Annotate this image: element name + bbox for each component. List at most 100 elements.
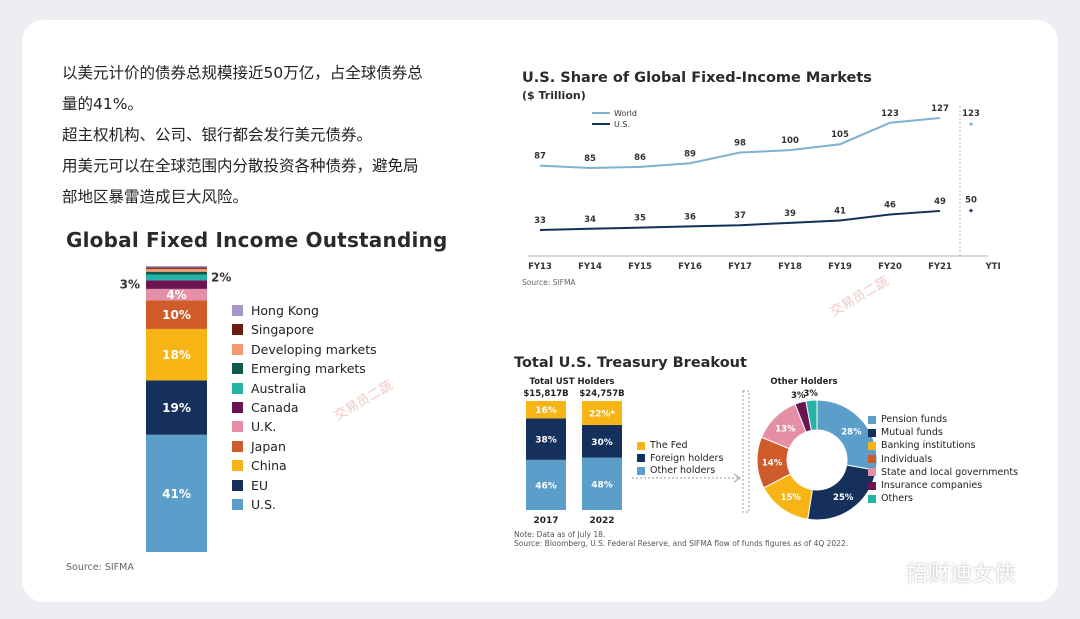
ust-label-other-holders-2022: 48% [591,480,613,490]
data-label-u-s-fy16: 36 [684,212,696,222]
legend-label: Hong Kong [251,303,319,318]
legend-swatch [232,363,243,375]
legend-label: State and local governments [881,466,1019,478]
data-label-u-s-fy14: 34 [584,215,596,225]
slice-label-state-and-local-governments: 13% [775,424,796,434]
legend-item-mutual-funds: Mutual funds [868,427,943,438]
intro-text: 以美元计价的债券总规模接近50万亿，占全球债券总 量的41%。 超主权机构、公司… [62,58,482,213]
legend-item-pension-funds: Pension funds [868,414,947,425]
note-line: Source: Bloomberg, U.S. Federal Reserve,… [514,539,849,548]
bar-segment-singapore [146,267,207,269]
ust-label-other-holders-2017: 46% [535,481,557,491]
legend-label-u-s: U.S. [614,120,630,129]
bar-segment-canada [146,280,207,289]
intro-line: 量的41%。 [62,95,143,113]
gfi-source: Source: SIFMA [66,562,134,573]
legend-item-japan: Japan [232,439,286,454]
brand-name: 招财迪女侠 [906,562,1017,587]
legend-swatch [868,468,876,477]
data-label-u-s-ytd: 50 [965,196,977,206]
legend-label: Australia [251,380,307,396]
ust-bar-the-fed-2017 [526,401,566,419]
legend-label: EU [251,477,269,493]
bar-segment-australia [146,274,207,281]
data-label-world-fy20: 123 [881,109,899,119]
legend-label: Singapore [251,322,315,338]
data-label-u-s-fy15: 35 [634,214,646,224]
ust-chart: Total UST Holders $15,817B 46% 38% 16% 2017 $2… [523,377,750,526]
slice-others [805,399,818,432]
ytd-marker-world: ✦ [968,120,975,129]
intro-line: 部地区暴雷造成巨大风险。 [62,188,249,206]
legend-label: Mutual funds [881,427,943,439]
data-label-u-s-fy20: 46 [884,201,896,211]
legend-item-u-s: U.S. [232,497,276,512]
ust-label-foreign-holders-2017: 38% [535,436,557,446]
ust-label-the-fed-2017: 16% [535,406,557,416]
legend-swatch [232,382,243,394]
ust-total-2022: $24,757B [579,389,624,399]
legend-item-u-k: U.K. [232,419,276,434]
legend-item-china: China [232,458,287,473]
data-label-u-s-fy18: 39 [784,209,796,219]
data-label-world-fy17: 98 [734,139,746,149]
bar-label-u-k: 4% [166,288,186,302]
legend-swatch [868,428,876,437]
legend-item-canada: Canada [232,400,299,415]
x-tick-fy13: FY13 [528,262,552,272]
data-label-world-fy21: 127 [931,104,949,114]
legend-item-individuals: Individuals [868,454,932,465]
legend-label-world: World [614,109,637,118]
bar-label-u-s: 41% [162,487,191,501]
share-title: U.S. Share of Global Fixed-Income Market… [522,70,872,86]
intro-line: 以美元计价的债券总规模接近50万亿，占全球债券总 [62,64,423,82]
legend-item-singapore: Singapore [232,322,314,337]
ust-bar-foreign-holders-2017 [526,418,566,460]
pie-title: Other Holders [770,377,837,387]
legend-label: U.K. [251,419,277,435]
ust-total-2017: $15,817B [523,389,568,399]
legend-item-state-and-local-governments: State and local governments [868,467,1018,478]
data-label-world-ytd: 123 [962,109,980,119]
series-line-u-s [539,209,941,231]
ust-note: Note: Data as of July 18. Source: Bloomb… [514,530,848,548]
share-subtitle: ($ Trillion) [522,89,586,102]
bar-segment-japan [146,300,207,329]
ust-x-2022: 2022 [589,516,614,526]
share-source: Source: SIFMA [522,278,576,287]
data-label-world-fy19: 105 [831,130,849,140]
legend-swatch [232,324,243,336]
x-tick-fy15: FY15 [628,262,652,272]
legend-label: Emerging markets [251,361,366,377]
slice-label-insurance-companies: 3% [791,391,806,401]
legend-label: Japan [251,438,286,454]
bar-segment-eu [146,380,207,435]
legend-item-other-holders: Other holders [637,465,715,476]
bar-label-canada: 3% [120,278,140,292]
legend-swatch [232,305,243,316]
brand-signature: 招财迪女侠 [864,556,1016,588]
legend-item-australia: Australia [232,381,306,396]
x-tick-fy20: FY20 [878,262,902,272]
other-holders-chart: Other Holders 28% 25% 15% 14% 13% 3%3% [756,377,878,521]
note-line: Note: Data as of July 18. [514,530,606,539]
ust-label-the-fed-2022: 22%* [589,409,616,419]
legend-swatch [637,441,645,450]
legend-item-emerging-markets: Emerging markets [232,361,366,376]
bar-segment-u-k [146,288,207,301]
bar-segment-emerging-markets [146,271,207,275]
legend-swatch [637,454,645,462]
data-label-world-fy14: 85 [584,154,596,164]
slice-label-individuals: 14% [762,459,783,469]
legend-swatch [868,481,876,490]
series-line-world [539,117,941,170]
bar-segment-china [146,328,207,381]
bar-label-china: 18% [162,348,191,362]
legend-item-developing-markets: Developing markets [232,342,377,357]
gfi-chart: 41% 19% 18% 10% 4% 3% 2% [120,266,231,552]
wechat-icon [865,560,896,584]
ytd-marker-u-s: ✦ [968,207,975,216]
ust-bar-other-holders-2017 [526,459,566,510]
data-label-world-fy15: 86 [634,153,646,163]
x-tick-fy21: FY21 [928,262,952,272]
